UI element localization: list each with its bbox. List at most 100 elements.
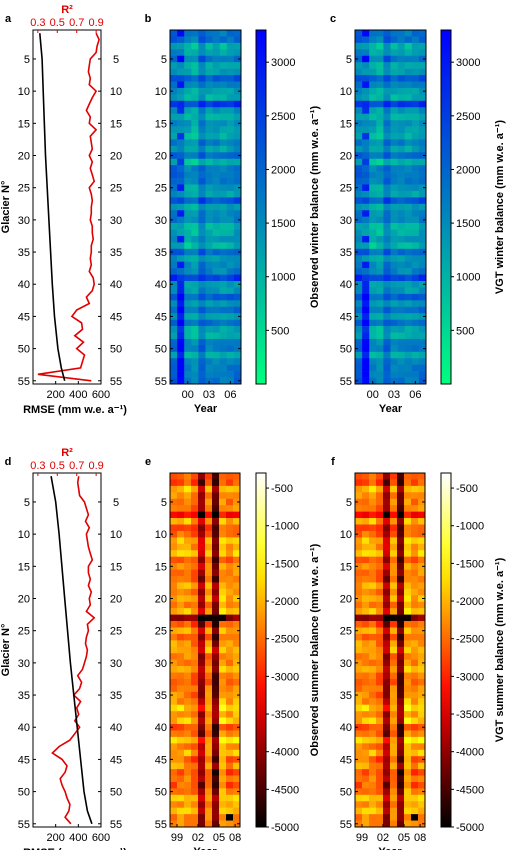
heatmap-cell	[369, 653, 377, 660]
colorbar-tick-label-e: -2000	[271, 596, 299, 608]
heatmap-cell	[383, 659, 391, 667]
heatmap-cell	[383, 781, 391, 789]
heatmap-cell	[362, 55, 370, 63]
heatmap-cell	[390, 94, 398, 102]
heatmap-cell	[219, 36, 228, 44]
heatmap-cell	[219, 223, 228, 230]
heatmap-cell	[226, 287, 235, 295]
rmse-tick-label-d: 600	[92, 832, 110, 844]
heatmap-cell	[362, 672, 370, 680]
heatmap-cell	[376, 505, 384, 512]
heatmap-cell	[184, 300, 192, 308]
heatmap-cell	[212, 511, 220, 519]
heatmap-cell	[390, 313, 398, 320]
heatmap-cell	[355, 345, 363, 353]
heatmap-cell	[355, 248, 363, 256]
heatmap-cell	[376, 524, 384, 532]
heatmap-cell	[219, 685, 227, 693]
heatmap-cell	[219, 543, 227, 551]
heatmap-cell	[418, 775, 426, 783]
heatmap-cell	[362, 691, 370, 699]
heatmap-cell	[233, 287, 242, 295]
heatmap-cell	[362, 229, 370, 237]
heatmap-cell	[376, 300, 384, 308]
heatmap-cell	[226, 81, 235, 89]
heatmap-cell	[226, 261, 235, 269]
heatmap-cell	[411, 685, 419, 693]
heatmap-cell	[362, 621, 370, 628]
heatmap-cell	[198, 530, 206, 538]
heatmap-cell	[177, 788, 185, 796]
heatmap-cell	[418, 749, 426, 757]
heatmap-cell	[233, 505, 241, 512]
heatmap-cell	[390, 530, 398, 538]
heatmap-cell	[383, 242, 391, 250]
heatmap-cell	[170, 293, 178, 301]
heatmap-cell	[355, 550, 363, 557]
heatmap-cell	[362, 319, 370, 327]
heatmap-cell	[397, 582, 405, 590]
heatmap-cell	[170, 717, 178, 725]
heatmap-cell	[355, 749, 363, 757]
heatmap-cell	[383, 345, 391, 353]
heatmap-cell	[219, 814, 227, 821]
heatmap-cell	[191, 377, 199, 385]
heatmap-cell	[362, 537, 370, 545]
heatmap-cell	[376, 814, 384, 821]
y-tick-label-right-d: 50	[110, 787, 122, 799]
heatmap-cell	[191, 807, 199, 815]
heatmap-cell	[184, 717, 192, 725]
heatmap-cell	[198, 371, 206, 378]
heatmap-cell	[369, 769, 377, 776]
heatmap-cell	[212, 364, 220, 372]
heatmap-cell	[184, 178, 192, 185]
heatmap-cell	[369, 704, 377, 712]
heatmap-cell	[205, 717, 213, 725]
heatmap-cell	[383, 582, 391, 590]
heatmap-cell	[191, 678, 199, 686]
heatmap-cell	[212, 479, 220, 487]
glacier-axis-title-a: Glacier N°	[0, 181, 12, 234]
heatmap-cell	[369, 81, 377, 89]
heatmap-cell	[226, 126, 235, 134]
heatmap-cell	[219, 775, 227, 783]
heatmap-cell	[219, 717, 227, 725]
heatmap-cell	[376, 81, 384, 89]
heatmap-cell	[397, 608, 405, 615]
heatmap-cell	[198, 601, 206, 609]
y-tick-label-c: 45	[340, 311, 352, 323]
heatmap-cell	[404, 62, 413, 69]
heatmap-cell	[191, 775, 199, 783]
heatmap-cell	[411, 563, 419, 570]
heatmap-cell	[170, 248, 178, 256]
heatmap-cell	[362, 659, 370, 667]
heatmap-cell	[233, 190, 242, 198]
heatmap-cell	[170, 126, 178, 134]
heatmap-cell	[219, 100, 228, 108]
heatmap-cell	[205, 704, 213, 712]
heatmap-cell	[170, 479, 178, 487]
heatmap-cell	[191, 274, 199, 282]
heatmap-cell	[205, 659, 213, 667]
heatmap-cell	[369, 75, 377, 82]
heatmap-cell	[355, 139, 363, 147]
heatmap-cell	[362, 152, 370, 160]
heatmap-cell	[404, 139, 413, 147]
heatmap-cell	[205, 743, 213, 751]
heatmap-cell	[355, 556, 363, 564]
heatmap-cell	[212, 794, 220, 802]
heatmap-cell	[219, 42, 228, 50]
heatmap-cell	[191, 49, 199, 57]
heatmap-cell	[198, 678, 206, 686]
heatmap-cell	[404, 377, 413, 385]
heatmap-cell	[212, 36, 220, 44]
heatmap-cell	[376, 672, 384, 680]
heatmap-cell	[198, 588, 206, 596]
heatmap-cell	[191, 345, 199, 353]
heatmap-cell	[397, 595, 405, 603]
heatmap-cell	[404, 608, 412, 615]
heatmap-cell	[184, 229, 192, 237]
heatmap-cell	[191, 653, 199, 660]
heatmap-cell	[397, 640, 405, 648]
y-tick-label-right-d: 30	[110, 658, 122, 670]
